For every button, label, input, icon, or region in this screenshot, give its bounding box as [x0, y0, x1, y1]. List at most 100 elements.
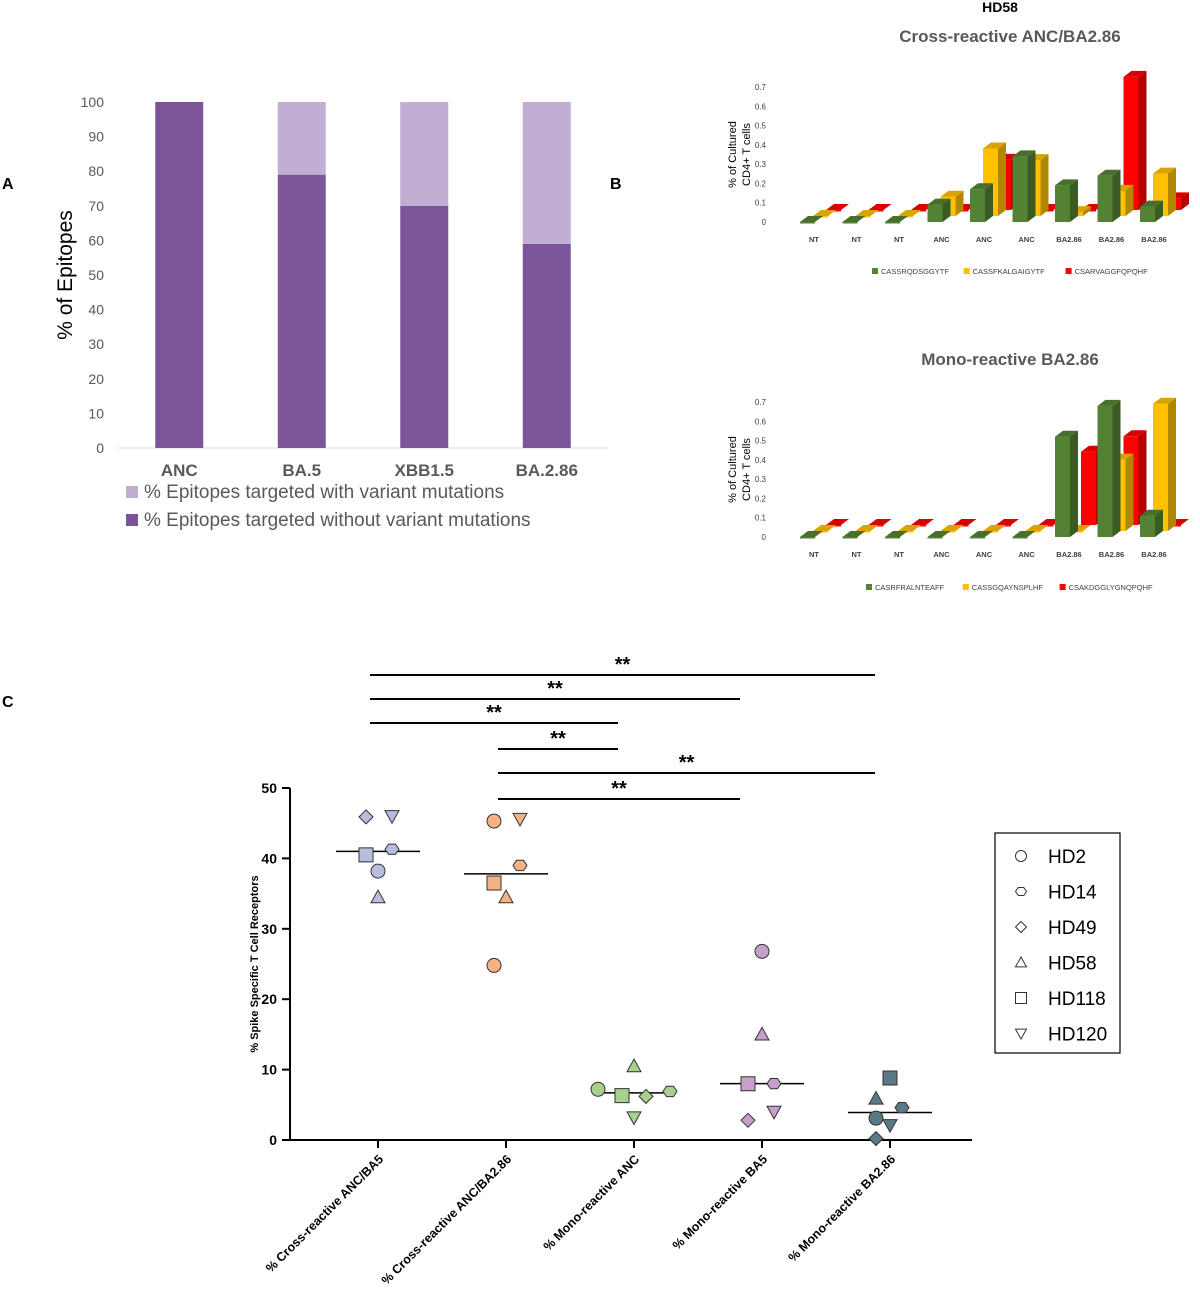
x-tick-label: NT — [809, 235, 819, 244]
data-point-hd118 — [614, 1088, 630, 1104]
data-point-hd118 — [882, 1070, 898, 1086]
y-axis-label-line2: CD4+ T cells — [741, 438, 753, 501]
y-tick-label: 40 — [261, 850, 277, 866]
bar-green — [1140, 509, 1163, 537]
x-tick-label: BA2.86 — [1056, 550, 1081, 559]
x-tick-label: NT — [852, 550, 862, 559]
y-axis-label-line1: % of Cultured — [727, 436, 739, 503]
x-tick-label: % Cross-reactive ANC/BA2.86 — [379, 1152, 514, 1287]
legend-label: CASRFRALNTEAFF — [875, 583, 945, 592]
data-point-hd120 — [882, 1119, 898, 1134]
legend-box — [994, 832, 1121, 1054]
chart-title: Mono-reactive BA2.86 — [921, 350, 1099, 369]
y-tick-label: 0.1 — [755, 199, 767, 208]
legend-swatch — [963, 268, 970, 274]
panel-label-b: B — [610, 176, 622, 193]
legend-label: CASSGQAYNSPLHF — [972, 583, 1044, 592]
significance-label: ** — [486, 702, 502, 724]
data-point-hd2 — [590, 1081, 606, 1097]
y-tick-label: 0.5 — [755, 122, 767, 131]
bar-with-mutations — [400, 102, 449, 206]
x-tick-label: ANC — [161, 461, 198, 480]
legend-label: HD58 — [1048, 954, 1097, 975]
y-tick-label: 30 — [88, 336, 104, 352]
data-point-hd58 — [626, 1058, 642, 1073]
x-tick-label: ANC — [933, 235, 950, 244]
bar-with-mutations — [277, 102, 326, 175]
legend-label: HD120 — [1048, 1025, 1107, 1046]
y-axis-label-line2: CD4+ T cells — [741, 123, 753, 186]
bar-green — [1140, 200, 1163, 222]
legend-label: % Epitopes targeted with variant mutatio… — [144, 482, 504, 503]
y-tick-label: 0.7 — [755, 83, 767, 92]
legend-swatch — [962, 584, 969, 590]
bar-green — [927, 198, 951, 222]
x-tick-label: BA2.86 — [1099, 550, 1124, 559]
legend-label: CASSFKALGAIGYTF — [973, 267, 1046, 276]
y-tick-label: 0 — [762, 218, 767, 227]
legend-swatch — [126, 514, 138, 526]
data-point-hd120 — [384, 810, 400, 825]
chart-a-epitopes: 0 10 20 30 40 50 60 70 80 90 100 % of Epitopes ANC BA… — [54, 94, 608, 531]
data-point-hd58 — [868, 1090, 884, 1105]
data-point-hd14 — [662, 1085, 678, 1098]
chart-c-scatter: 0 10 20 30 40 50 % Spike Specific T Cell Recep… — [249, 654, 1121, 1288]
legend-marker-hd58 — [1014, 955, 1028, 968]
bar-green — [1097, 399, 1121, 537]
x-tick-label: NT — [852, 235, 862, 244]
y-tick-label: 0.5 — [755, 437, 767, 446]
legend-swatch — [1059, 584, 1066, 590]
x-tick-label: BA2.86 — [1141, 235, 1166, 244]
data-point-hd58 — [498, 889, 514, 904]
data-point-hd14 — [766, 1078, 782, 1090]
significance-label: ** — [679, 752, 695, 774]
data-point-hd120 — [512, 812, 528, 828]
data-point-hd49 — [638, 1088, 654, 1105]
legend-label: HD2 — [1048, 847, 1086, 868]
bar-green — [842, 531, 866, 539]
y-tick-label: 50 — [88, 267, 104, 283]
y-tick-label: 80 — [88, 163, 104, 179]
bar-green — [885, 531, 908, 539]
y-tick-label: 0 — [96, 440, 104, 456]
data-point-hd2 — [486, 813, 502, 829]
y-tick-label: 50 — [261, 780, 277, 796]
y-tick-label: 90 — [88, 129, 104, 145]
bar-without-mutations — [522, 243, 571, 448]
data-point-hd2 — [486, 957, 502, 973]
data-point-hd118 — [358, 847, 374, 863]
panel-label-c: C — [2, 694, 14, 711]
x-tick-label: BA.5 — [282, 461, 321, 480]
x-tick-label: BA2.86 — [1056, 235, 1081, 244]
legend-marker-hd118 — [1015, 992, 1027, 1004]
bar-red — [1123, 70, 1147, 210]
y-tick-label: 0 — [762, 533, 767, 542]
legend-label: CSAKDGGLYGNQPQHF — [1069, 583, 1153, 592]
y-axis-label: % of Epitopes — [54, 210, 77, 340]
x-tick-label: % Mono-reactive ANC — [541, 1152, 642, 1253]
y-tick-label: 0.3 — [755, 160, 767, 169]
x-tick-label: BA2.86 — [1141, 550, 1166, 559]
y-tick-label: 40 — [88, 302, 104, 318]
y-tick-label: 0.7 — [755, 398, 767, 407]
x-tick-label: ANC — [976, 550, 993, 559]
y-tick-label: 0 — [269, 1132, 277, 1148]
y-tick-label: 0.2 — [755, 494, 767, 503]
legend-label: HD14 — [1048, 883, 1097, 904]
data-point-hd49 — [740, 1112, 756, 1129]
significance-label: ** — [615, 654, 631, 676]
legend-label: % Epitopes targeted without variant muta… — [144, 510, 531, 531]
significance-label: ** — [547, 678, 563, 700]
x-tick-label: ANC — [933, 550, 950, 559]
panel-label-a: A — [2, 176, 14, 193]
legend-marker-hd2 — [1015, 850, 1027, 862]
bar-green — [970, 183, 993, 222]
bar-without-mutations — [155, 102, 204, 448]
bar-without-mutations — [277, 174, 326, 448]
data-point-hd14 — [384, 843, 400, 855]
x-tick-label: BA.2.86 — [516, 461, 578, 480]
legend-swatch — [1065, 268, 1072, 274]
bar-green — [1055, 430, 1078, 537]
y-tick-label: 0.4 — [755, 141, 767, 150]
legend-label: CSARVAGGFQPQHF — [1075, 267, 1148, 276]
